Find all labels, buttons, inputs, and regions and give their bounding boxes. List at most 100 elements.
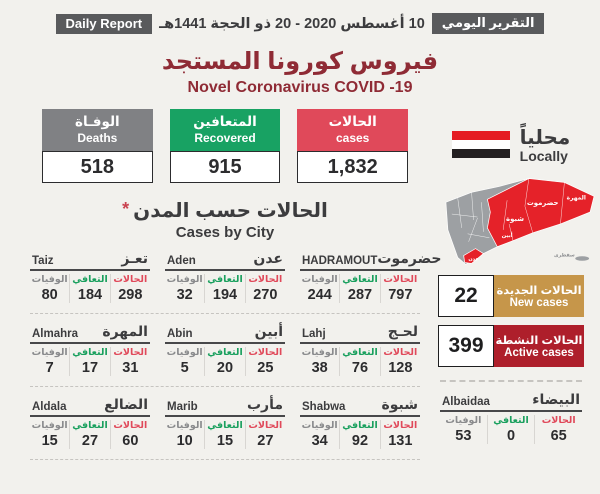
city-stats: الوفيات 32 التعافي 194 الحالات 270 [165,274,285,303]
city-card-albaidaa: Albaidaa البيضاء الوفيات 53 التعافي 0 ال… [438,386,584,444]
asterisk: * [122,199,130,219]
city-card-almahra: Almahra المهرة الوفيات 7 التعافي 17 الحا… [30,323,150,376]
deaths-label: الوفيات [445,415,482,426]
city-cases: الحالات 60 [109,420,150,449]
recovered-label: التعافي [207,347,243,358]
deaths-value: 80 [41,287,58,303]
recovered-label: التعافي [72,347,108,358]
cases-label: الحالات [248,274,283,285]
new-cases-label-ar: الحالات الجديدة [496,285,582,297]
cases-by-city-section-title: * الحالات حسب المدن Cases by City [30,198,420,241]
deaths-label: الوفيات [166,274,203,285]
recovered-label: التعافي [493,415,529,426]
cases-value: 128 [388,360,413,376]
new-cases-value: 22 [438,275,494,317]
cases-label: الحالات [383,274,418,285]
city-name-ar: مأرب [246,396,283,412]
city-name-en: Albaidaa [442,396,490,408]
deaths-total-header: الوفـاة Deaths [42,109,153,151]
left-column: الوفـاة Deaths 518 المتعافين Recovered 9… [30,109,442,460]
page-title-en: Novel Coronavirus COVID -19 [187,79,413,96]
locally-label-ar: محلياً [519,127,571,149]
cases-label: الحالات [248,347,283,358]
cases-total-header: الحالات cases [297,109,409,151]
city-cases: الحالات 298 [109,274,150,303]
daily-report-badge-en: Daily Report [55,13,153,34]
city-name-en: Abin [167,328,193,340]
recovered-label: التعافي [72,420,108,431]
city-deaths: الوفيات 32 [165,274,204,303]
city-stats: الوفيات 53 التعافي 0 الحالات 65 [440,415,582,444]
city-name: Aden عدن [165,250,285,271]
cases-label: الحالات [383,420,418,431]
right-column: محلياً Locally حضرموت المهرة شبوة أبين ع… [438,109,595,460]
city-name: Aldala الضالع [30,396,150,417]
city-cases: الحالات 27 [244,420,285,449]
locally-labels: محلياً Locally [520,125,571,164]
cases-total-label-en: cases [335,131,370,145]
cases-label: الحالات [113,347,148,358]
city-deaths: الوفيات 38 [300,347,339,376]
deaths-total-value: 518 [42,151,153,183]
recovered-value: 194 [212,287,238,303]
city-name: Shabwa شبوة [300,396,420,417]
recovered-value: 15 [216,433,234,449]
city-recovered: التعافي 27 [69,420,109,449]
deaths-value: 32 [176,287,193,303]
city-name: Lahj لحـج [300,323,420,344]
city-cases: الحالات 131 [379,420,420,449]
deaths-value: 38 [311,360,328,376]
daily-report-badge-ar: التقرير اليومي [431,13,545,34]
deaths-value: 34 [311,433,328,449]
active-cases-label: الحالات النشطة Active cases [494,325,584,367]
city-stats: الوفيات 7 التعافي 17 الحالات 31 [30,347,150,376]
city-recovered: التعافي 287 [339,274,379,303]
yemen-flag-icon [451,131,510,158]
city-recovered: التعافي 0 [486,415,535,444]
city-cases: الحالات 65 [534,415,582,444]
city-row-2: Almahra المهرة الوفيات 7 التعافي 17 الحا… [30,314,420,387]
city-name-en: HADRAMOUT [302,255,378,267]
active-cases-label-ar: الحالات النشطة [495,335,583,347]
recovered-total-label-en: Recovered [194,131,256,145]
city-stats: الوفيات 38 التعافي 76 الحالات 128 [300,347,420,376]
recovered-label: التعافي [72,274,108,285]
totals-row: الوفـاة Deaths 518 المتعافين Recovered 9… [30,109,420,183]
map-socotra-island [575,256,590,261]
recovered-value: 17 [81,360,99,376]
map-label-hadramout: حضرموت [527,200,559,207]
section-title-en: Cases by City [175,224,275,241]
city-card-marib: Marib مأرب الوفيات 10 التعافي 15 الحالات… [165,396,285,449]
recovered-value: 0 [506,428,516,444]
recovered-value: 27 [81,433,99,449]
report-header: Daily Report 10 أغسطس 2020 - 20 ذو الحجة… [0,0,600,34]
city-deaths: الوفيات 15 [30,420,69,449]
recovered-value: 76 [351,360,369,376]
city-recovered: التعافي 76 [339,347,379,376]
city-name-ar: شبوة [381,396,418,412]
new-cases-box: 22 الحالات الجديدة New cases [438,275,584,317]
deaths-value: 7 [45,360,54,376]
new-cases-label: الحالات الجديدة New cases [494,275,584,317]
city-name-ar: أبين [254,323,283,339]
cases-value: 31 [122,360,139,376]
recovered-label: التعافي [207,274,243,285]
cases-value: 298 [118,287,143,303]
cases-label: الحالات [248,420,283,431]
city-name-en: Aden [167,255,196,267]
recovered-total-value: 915 [169,151,281,183]
city-stats: الوفيات 244 التعافي 287 الحالات 797 [300,274,420,303]
recovered-label: التعافي [342,274,378,285]
city-card-hadramout: HADRAMOUT حضرموت الوفيات 244 التعافي 287… [300,250,442,303]
city-name-ar: المهرة [102,323,148,339]
city-name: Taiz تعـز [30,250,150,271]
cases-value: 60 [122,433,139,449]
city-recovered: التعافي 194 [204,274,244,303]
deaths-label: الوفيات [31,420,68,431]
city-name: HADRAMOUT حضرموت [300,250,442,271]
city-deaths: الوفيات 80 [30,274,69,303]
city-name: Marib مأرب [165,396,285,417]
city-name-ar: البيضاء [532,391,580,407]
deaths-value: 10 [176,433,193,449]
city-name-ar: لحـج [387,323,418,339]
